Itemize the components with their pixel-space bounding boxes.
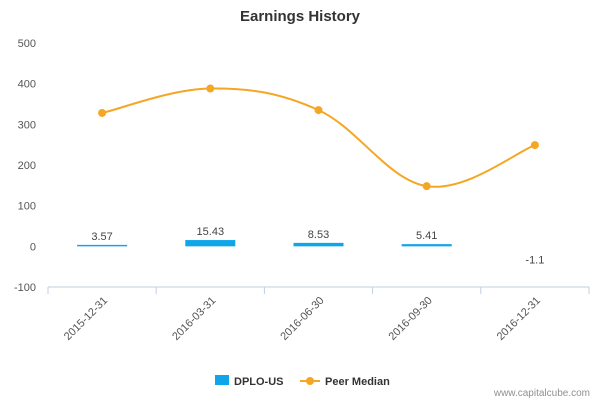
legend-label-dplo-us: DPLO-US [234, 376, 284, 388]
line-point [530, 141, 539, 150]
y-tick-label: 400 [18, 79, 36, 91]
x-tick-label: 2016-09-30 [387, 295, 435, 343]
x-tick-label: 2016-03-31 [170, 295, 218, 343]
bar-data-label: 3.57 [91, 231, 112, 243]
y-tick-label: 0 [30, 241, 36, 253]
line-series [98, 84, 539, 191]
legend-label-peer-median: Peer Median [325, 376, 390, 388]
line-point [98, 108, 107, 117]
peer-median-line [101, 87, 536, 188]
x-tick-label: 2015-12-31 [62, 295, 110, 343]
y-axis: -100 0 100 200 300 400 500 [14, 38, 36, 294]
legend: DPLO-US Peer Median [215, 375, 390, 388]
y-tick-label: 100 [18, 201, 36, 213]
y-tick-label: -100 [14, 282, 36, 294]
line-point [206, 84, 215, 93]
bar-series [77, 240, 452, 247]
bar-data-label: 5.41 [416, 230, 437, 242]
y-tick-label: 500 [18, 38, 36, 50]
y-tick-label: 300 [18, 119, 36, 131]
x-tick-label: 2016-06-30 [278, 295, 326, 343]
bar-data-label: -1.1 [525, 254, 544, 266]
bar [77, 244, 128, 247]
bar-data-label: 8.53 [308, 229, 329, 241]
data-labels: 3.57 15.43 8.53 5.41 -1.1 [91, 226, 544, 266]
bar [293, 242, 344, 247]
bar-data-label: 15.43 [197, 226, 225, 238]
line-point [314, 106, 323, 115]
y-tick-label: 200 [18, 160, 36, 172]
line-point [422, 182, 431, 191]
legend-marker-peer-median [306, 377, 314, 385]
legend-swatch-dplo-us [215, 375, 229, 385]
source-credit: www.capitalcube.com [493, 388, 590, 399]
bar [401, 244, 452, 247]
bar [185, 240, 236, 247]
x-tick-label: 2016-12-31 [495, 295, 543, 343]
chart-title: Earnings History [240, 8, 361, 25]
x-axis: 2015-12-31 2016-03-31 2016-06-30 2016-09-30… [47, 286, 590, 343]
